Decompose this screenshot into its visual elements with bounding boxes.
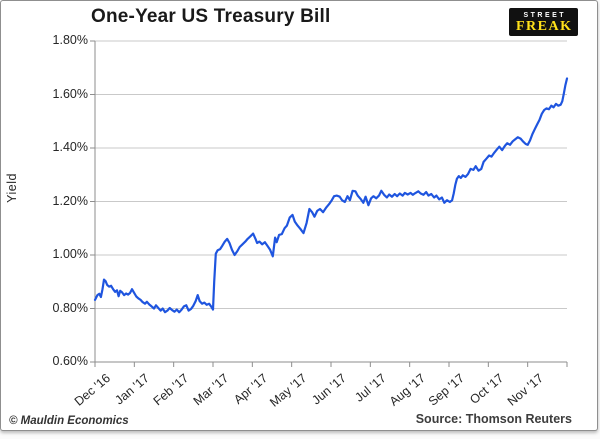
chart-plot-area — [90, 40, 569, 367]
chart-title: One-Year US Treasury Bill — [91, 6, 331, 27]
logo-line-street: STREET — [523, 12, 567, 19]
y-tick-label: 1.60% — [52, 86, 88, 101]
chart-card: One-Year US Treasury Bill STREET FREAK Y… — [0, 0, 598, 431]
copyright-text: © Mauldin Economics — [9, 415, 129, 427]
logo-line-freak: FREAK — [516, 19, 573, 34]
y-tick-label: 1.80% — [52, 33, 88, 47]
y-tick-label: 1.20% — [52, 193, 88, 208]
y-tick-label: 1.40% — [52, 140, 88, 154]
y-tick-label: 0.60% — [52, 354, 88, 368]
y-tick-label: 1.00% — [52, 247, 88, 261]
street-freak-logo: STREET FREAK — [509, 8, 578, 36]
source-text: Source: Thomson Reuters — [415, 412, 572, 426]
y-tick-label: 0.80% — [52, 300, 88, 315]
